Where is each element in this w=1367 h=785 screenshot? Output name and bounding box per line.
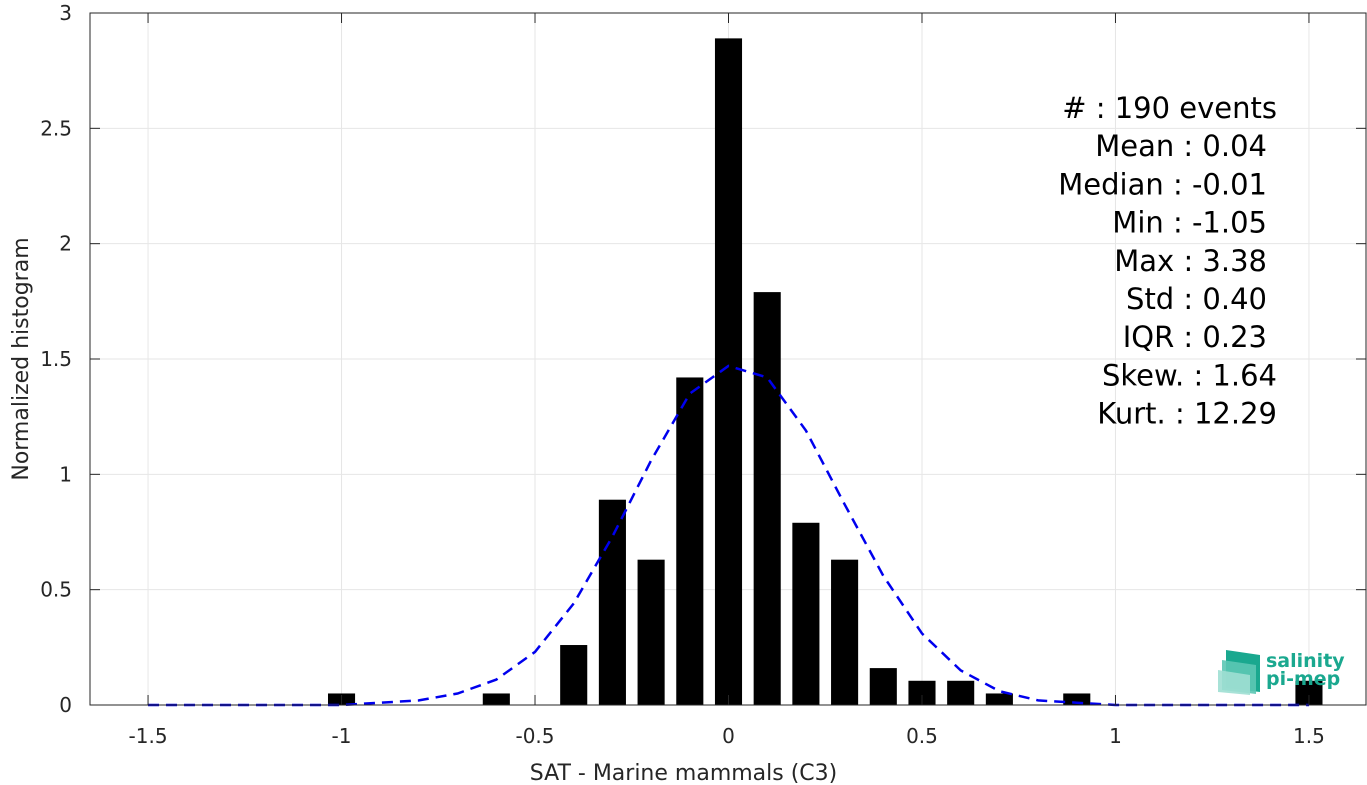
histogram-bar <box>753 292 781 705</box>
x-tick-label: -1 <box>332 724 352 748</box>
x-tick-label: 0 <box>722 724 735 748</box>
histogram-bar <box>714 38 743 705</box>
y-tick-label: 1 <box>59 462 72 486</box>
y-tick-labels: 0 0.5 1 1.5 2 2.5 3 <box>40 1 72 717</box>
histogram-bar <box>792 522 820 705</box>
x-tick-label: 1 <box>1109 724 1122 748</box>
y-tick-label: 0 <box>59 693 72 717</box>
stats-line: Min : -1.05 <box>1112 206 1267 240</box>
x-tick-label: -1.5 <box>129 724 168 748</box>
y-tick-label: 2 <box>59 232 72 256</box>
stats-line: # : 190 events <box>1062 91 1277 125</box>
histogram-bar <box>560 645 588 705</box>
stats-line: Std : 0.40 <box>1126 282 1267 316</box>
histogram-bar <box>676 377 704 705</box>
x-tick-label: 1.5 <box>1293 724 1325 748</box>
stats-line: Max : 3.38 <box>1114 244 1267 278</box>
x-tick-labels: -1.5 -1 -0.5 0 0.5 1 1.5 <box>129 724 1325 748</box>
x-tick-label: -0.5 <box>515 724 554 748</box>
stats-line: Median : -0.01 <box>1058 167 1267 201</box>
histogram-bar <box>598 499 626 705</box>
stats-line: Kurt. : 12.29 <box>1097 397 1277 431</box>
tick-marks <box>90 12 1366 706</box>
stats-line: Skew. : 1.64 <box>1102 358 1277 392</box>
histogram-bar <box>869 668 897 705</box>
y-tick-label: 3 <box>59 1 72 25</box>
histogram-bar <box>985 693 1013 705</box>
x-tick-label: 0.5 <box>906 724 938 748</box>
stats-annotation: # : 190 events Mean : 0.04 Median : -0.01 M… <box>1058 91 1277 431</box>
stats-line: IQR : 0.23 <box>1123 320 1267 354</box>
x-axis-label: SAT - Marine mammals (C3) <box>530 761 838 785</box>
salinity-pi-mep-logo: salinity pi-mep <box>1218 650 1345 695</box>
histogram-bar <box>947 680 975 705</box>
histogram-bar <box>637 559 665 705</box>
logo-text-pi-mep: pi-mep <box>1266 668 1340 690</box>
histogram-bar <box>482 693 510 705</box>
y-axis-label: Normalized histogram <box>9 237 34 480</box>
y-tick-label: 0.5 <box>40 578 72 602</box>
histogram-bar <box>1063 693 1091 705</box>
logo-text-salinity: salinity <box>1266 650 1345 672</box>
stats-line: Mean : 0.04 <box>1095 129 1267 163</box>
histogram-bar <box>831 559 859 705</box>
y-tick-label: 1.5 <box>40 347 72 371</box>
wave-logo-icon <box>1218 650 1260 695</box>
y-tick-label: 2.5 <box>40 116 72 140</box>
